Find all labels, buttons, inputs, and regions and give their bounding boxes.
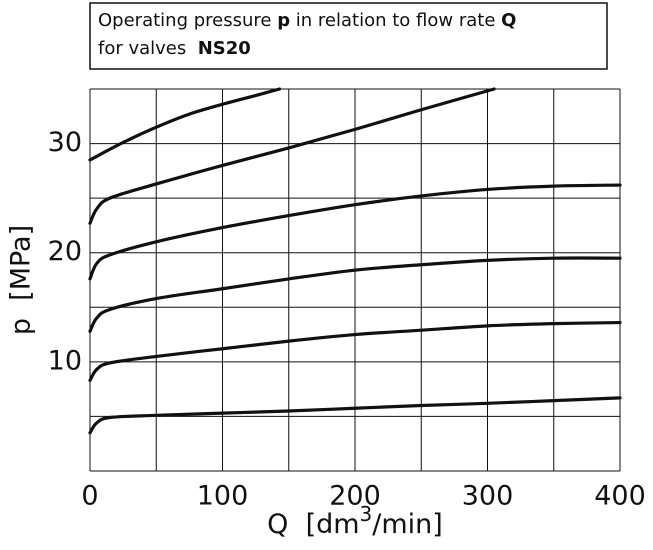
title-part: p (277, 10, 290, 31)
title-part: Q (501, 10, 516, 31)
x-tick-label: 200 (329, 481, 381, 512)
title-part: in relation to flow rate (290, 10, 501, 31)
curve (88, 396, 622, 435)
curve (88, 183, 622, 281)
curve (88, 256, 622, 333)
curve (88, 320, 622, 383)
title-part: for valves (98, 38, 198, 59)
y-tick-label: 10 (48, 345, 82, 376)
title-line: for valves NS20 (98, 38, 251, 59)
x-tick-label: 300 (462, 481, 514, 512)
curve (88, 87, 282, 162)
x-tick-label: 100 (197, 481, 249, 512)
x-label-part: /min] (372, 509, 443, 540)
curve (88, 87, 496, 225)
x-tick-label: 0 (81, 481, 98, 512)
title-line: Operating pressure p in relation to flow… (98, 10, 516, 31)
title-part: Operating pressure (98, 10, 277, 31)
title-box (89, 2, 608, 70)
y-tick-label: 30 (48, 127, 82, 158)
y-axis-label: p [MPa] (6, 225, 37, 335)
y-tick-label: 20 (48, 236, 82, 267)
x-label-part: Q [dm (267, 509, 359, 540)
title-part: NS20 (198, 38, 251, 59)
x-axis-label: Q [dm3/min] (267, 502, 443, 540)
x-label-part: 3 (360, 502, 373, 526)
x-tick-label: 400 (594, 481, 646, 512)
